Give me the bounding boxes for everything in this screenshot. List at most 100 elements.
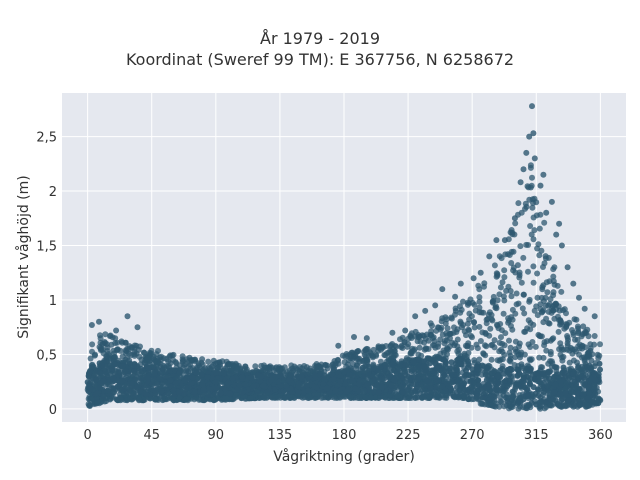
data-point: [352, 385, 359, 392]
data-point: [420, 373, 427, 380]
data-point: [515, 366, 522, 373]
data-point: [546, 278, 553, 285]
data-point: [363, 335, 370, 342]
data-point: [520, 166, 527, 173]
data-point: [521, 310, 528, 317]
data-point: [475, 377, 482, 384]
data-point: [449, 378, 456, 385]
data-point: [494, 357, 501, 364]
data-point: [509, 393, 516, 400]
data-point: [329, 371, 336, 378]
data-point: [176, 389, 183, 396]
data-point: [444, 325, 451, 332]
data-point: [427, 360, 434, 367]
data-point: [585, 352, 591, 359]
data-point: [96, 360, 103, 367]
data-point: [534, 294, 541, 301]
data-point: [510, 400, 517, 407]
data-point: [119, 377, 125, 384]
data-point: [207, 386, 213, 392]
data-point: [391, 351, 398, 358]
data-point: [465, 361, 472, 368]
data-point: [407, 350, 414, 357]
data-point: [229, 375, 236, 382]
data-point: [534, 270, 541, 277]
data-point: [241, 366, 248, 372]
data-point: [476, 286, 483, 293]
data-point: [509, 326, 516, 333]
data-point: [550, 307, 557, 314]
data-point: [410, 359, 417, 366]
data-point: [320, 380, 327, 387]
data-point: [176, 369, 183, 376]
data-point: [556, 346, 563, 353]
data-point: [591, 341, 598, 348]
x-axis-label: Vågriktning (grader): [273, 448, 415, 465]
data-point: [478, 309, 485, 316]
data-point: [479, 362, 486, 369]
data-point: [124, 313, 131, 320]
data-point: [527, 320, 534, 326]
data-point: [112, 335, 119, 342]
data-point: [477, 269, 484, 276]
data-point: [546, 402, 553, 409]
data-point: [476, 298, 483, 305]
data-point: [439, 286, 446, 293]
data-point: [596, 352, 603, 359]
data-point: [429, 322, 435, 329]
data-point: [542, 294, 549, 301]
data-point: [558, 288, 565, 295]
data-point: [530, 214, 537, 221]
data-point: [504, 383, 511, 390]
data-point: [581, 305, 588, 312]
data-point: [575, 390, 582, 397]
data-point: [494, 297, 501, 304]
data-point: [466, 372, 472, 379]
data-point: [540, 171, 547, 178]
data-point: [591, 371, 598, 377]
data-point: [139, 374, 146, 381]
data-point: [527, 376, 534, 383]
data-point: [100, 393, 107, 400]
data-point: [103, 359, 110, 365]
data-point: [473, 365, 480, 372]
data-point: [502, 251, 509, 258]
data-point: [151, 396, 158, 403]
data-point: [117, 395, 123, 402]
data-point: [144, 355, 151, 362]
data-point: [508, 293, 515, 300]
data-point: [391, 376, 398, 383]
data-point: [530, 130, 537, 137]
data-point: [247, 395, 254, 402]
data-point: [107, 332, 114, 339]
data-point: [171, 391, 178, 398]
data-point: [559, 396, 566, 403]
data-point: [529, 204, 536, 211]
data-point: [530, 263, 537, 270]
data-point: [444, 332, 451, 339]
data-point: [440, 356, 447, 363]
data-point: [477, 338, 484, 344]
data-point: [405, 386, 412, 393]
y-tick-label: 0,5: [36, 348, 57, 363]
data-point: [557, 340, 564, 347]
data-point: [224, 395, 230, 402]
data-point: [527, 223, 534, 229]
data-point: [522, 200, 529, 207]
data-point: [312, 372, 318, 379]
data-point: [570, 280, 577, 287]
data-point: [486, 253, 493, 260]
data-point: [408, 335, 415, 341]
y-tick-label: 1,5: [36, 240, 57, 255]
data-point: [524, 386, 531, 393]
data-point: [527, 365, 534, 372]
data-point: [551, 264, 558, 271]
data-point: [563, 324, 570, 331]
data-point: [263, 364, 270, 371]
data-point: [507, 229, 514, 236]
data-point: [522, 367, 529, 374]
data-point: [537, 182, 544, 189]
data-point: [448, 369, 454, 376]
data-point: [261, 394, 268, 401]
data-point: [536, 399, 543, 406]
